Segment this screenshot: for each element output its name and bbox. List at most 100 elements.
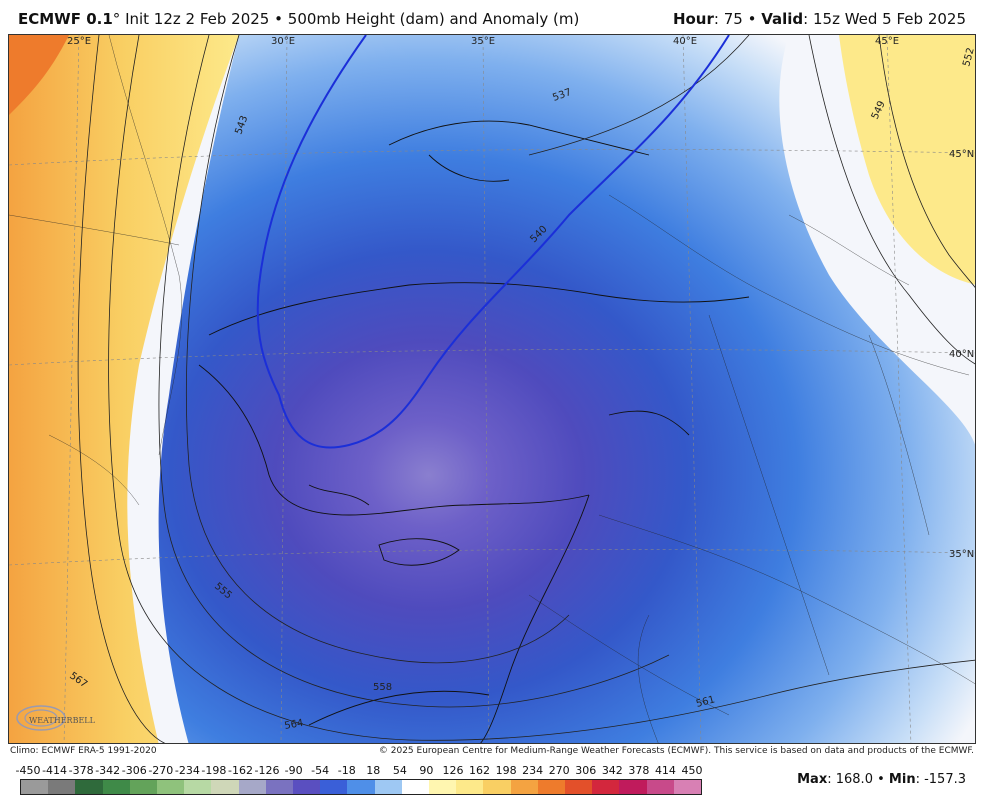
valid-label: Valid — [761, 10, 804, 28]
scale-swatch — [619, 780, 647, 794]
scale-swatch — [320, 780, 348, 794]
logo-text: WEATHERBELL — [29, 716, 96, 725]
forecast-map[interactable]: 537 540 543 549 552 555 558 561 564 567 … — [8, 34, 976, 744]
map-header: ECMWF 0.1° Init 12z 2 Feb 2025 • 500mb H… — [0, 0, 984, 34]
contour-label-564: 564 — [284, 718, 305, 732]
lon-label-40e: 40°E — [673, 36, 697, 47]
title-separator: • — [274, 10, 283, 28]
scale-tick-label: -450 — [15, 764, 41, 777]
northeast-warm-anomaly — [839, 35, 975, 285]
scale-tick-label: 198 — [495, 764, 517, 777]
scale-tick-label: -306 — [121, 764, 147, 777]
max-min-stats: Max: 168.0 • Min: -157.3 — [797, 772, 966, 787]
scale-ticks: -450 -414 -378 -342 -306 -270 -234 -198 -162 -126… — [16, 764, 703, 778]
product-name: 500mb Height (dam) and Anomaly (m) — [287, 10, 580, 28]
valid-time: Hour: 75 • Valid: 15z Wed 5 Feb 2025 — [673, 10, 966, 28]
scale-swatch — [211, 780, 239, 794]
scale-tick-label: 234 — [522, 764, 544, 777]
lon-label-25e: 25°E — [67, 36, 91, 47]
scale-swatch — [157, 780, 185, 794]
hour-value: : 75 — [713, 10, 743, 28]
contour-label-558: 558 — [373, 682, 392, 693]
anomaly-color-scale: -450 -414 -378 -342 -306 -270 -234 -198 -162 -126… — [16, 764, 703, 804]
hour-label: Hour — [672, 10, 714, 28]
scale-swatch — [673, 780, 702, 794]
scale-swatch — [401, 780, 430, 794]
copyright-credit: © 2025 European Centre for Medium-Range … — [378, 746, 974, 756]
scale-swatch — [184, 780, 212, 794]
scale-swatch — [537, 780, 566, 794]
lat-label-40n: 40°N — [949, 349, 974, 360]
contour-label-552: 552 — [961, 46, 976, 67]
scale-tick-label: 54 — [392, 764, 407, 777]
scale-swatch — [429, 780, 457, 794]
scale-tick-label: 18 — [366, 764, 381, 777]
scale-tick-label: -18 — [337, 764, 356, 777]
lon-label-30e: 30°E — [271, 36, 295, 47]
scale-swatch — [75, 780, 103, 794]
max-value: : 168.0 — [827, 772, 873, 787]
min-value: : -157.3 — [915, 772, 966, 787]
valid-value: : 15z Wed 5 Feb 2025 — [803, 10, 966, 28]
scale-swatch — [347, 780, 375, 794]
map-canvas: 537 540 543 549 552 555 558 561 564 567 … — [9, 35, 976, 743]
scale-tick-label: 342 — [601, 764, 623, 777]
scale-swatch — [565, 780, 593, 794]
scale-swatch — [646, 780, 674, 794]
scale-swatch — [265, 780, 294, 794]
scale-tick-label: -90 — [284, 764, 303, 777]
model-name: ECMWF 0.1 — [18, 10, 113, 28]
init-time: Init 12z 2 Feb 2025 — [125, 10, 270, 28]
min-label: Min — [888, 772, 916, 787]
lon-label-35e: 35°E — [471, 36, 495, 47]
scale-tick-label: -414 — [42, 764, 68, 777]
scale-swatch — [483, 780, 511, 794]
scale-swatch — [592, 780, 620, 794]
scale-swatch — [374, 780, 402, 794]
scale-tick-label: -198 — [201, 764, 227, 777]
scale-swatch — [293, 780, 321, 794]
scale-swatch — [21, 780, 49, 794]
lon-label-45e: 45°E — [875, 36, 899, 47]
scale-swatch — [48, 780, 76, 794]
scale-swatch — [129, 780, 158, 794]
scale-swatch — [102, 780, 130, 794]
max-label: Max — [797, 772, 828, 787]
scale-tick-label: -126 — [254, 764, 280, 777]
strong-warm-anomaly — [9, 35, 69, 115]
scale-tick-label: -342 — [95, 764, 121, 777]
degree-symbol: ° — [112, 10, 121, 28]
scale-tick-label: 450 — [681, 764, 703, 777]
contour-label-561: 561 — [695, 694, 716, 710]
scale-swatch — [456, 780, 484, 794]
scale-swatch — [510, 780, 538, 794]
scale-tick-label: 126 — [442, 764, 464, 777]
borders — [9, 35, 975, 743]
contour-540-line — [256, 35, 730, 449]
scale-tick-label: 90 — [419, 764, 434, 777]
negative-anomaly-region — [158, 35, 975, 743]
west-warm-anomaly — [9, 35, 239, 743]
scale-tick-label: -378 — [68, 764, 94, 777]
graticule — [9, 35, 975, 743]
scale-tick-label: 414 — [654, 764, 676, 777]
scale-tick-label: 270 — [548, 764, 570, 777]
climo-credit: Climo: ECMWF ERA-5 1991-2020 — [10, 746, 157, 756]
lat-label-35n: 35°N — [949, 549, 974, 560]
scale-tick-label: -54 — [311, 764, 330, 777]
scale-tick-label: -270 — [148, 764, 174, 777]
scale-tick-label: 306 — [575, 764, 597, 777]
stats-separator: • — [877, 772, 885, 787]
scale-bar — [20, 779, 702, 795]
coastlines — [198, 120, 750, 743]
scale-swatch — [238, 780, 266, 794]
weatherbell-logo: WEATHERBELL — [16, 705, 96, 731]
scale-tick-label: -162 — [227, 764, 253, 777]
scale-tick-label: 378 — [628, 764, 650, 777]
valid-separator: • — [747, 10, 757, 28]
map-title: ECMWF 0.1° Init 12z 2 Feb 2025 • 500mb H… — [18, 10, 579, 28]
height-contours — [77, 35, 975, 743]
scale-tick-label: -234 — [174, 764, 200, 777]
scale-tick-label: 162 — [469, 764, 491, 777]
lat-label-45n: 45°N — [949, 149, 974, 160]
